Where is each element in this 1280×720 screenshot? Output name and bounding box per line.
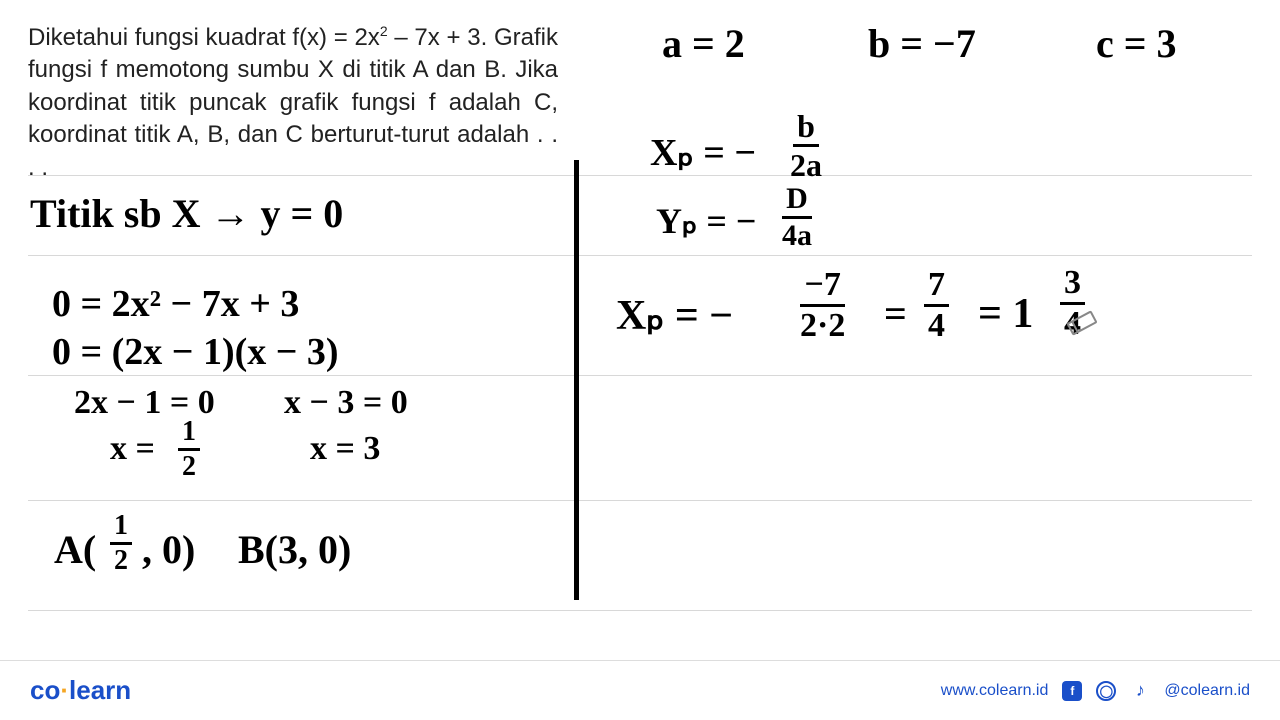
hw-x2: x = 3 [310, 430, 380, 468]
facebook-icon: f [1062, 681, 1082, 701]
hw-coef-a: a = 2 [662, 20, 745, 67]
instagram-icon: ◯ [1096, 681, 1116, 701]
brand-logo: co·learn [30, 675, 131, 706]
hw-yp-formula-frac: D4a [782, 184, 812, 251]
hw-xp-calc-frac2: 74 [924, 268, 949, 343]
hw-coef-c: c = 3 [1096, 20, 1177, 67]
footer-url: www.colearn.id [941, 682, 1049, 700]
hw-xp-calc-frac1: −72·2 [800, 268, 845, 343]
hw-xp-calc-pre: Xₚ = − [616, 290, 733, 340]
hw-title: Titik sb X → y = 0 [30, 190, 343, 237]
tiktok-icon: ♪ [1130, 681, 1150, 701]
hw-xp-calc-eq2: = 1 [978, 290, 1033, 338]
ruled-line [28, 175, 1252, 176]
hw-x1-frac: 12 [178, 418, 200, 481]
logo-pre: co [30, 675, 60, 705]
hw-xp-formula-pre: Xₚ = − [650, 130, 756, 175]
ruled-line [28, 255, 1252, 256]
ruled-line [28, 610, 1252, 611]
hw-xp-calc-eq1: = [884, 290, 907, 337]
hw-pointA-pre: A( [54, 526, 96, 573]
hw-x1-pre: x = [110, 430, 155, 468]
problem-statement: Diketahui fungsi kuadrat f(x) = 2x2 – 7x… [28, 22, 558, 184]
logo-dot: · [60, 675, 69, 705]
column-divider [574, 160, 579, 600]
footer-right: www.colearn.id f ◯ ♪ @colearn.id [941, 681, 1250, 701]
hw-coef-b: b = −7 [868, 20, 976, 67]
ruled-line [28, 500, 1252, 501]
hw-xp-formula-frac: b2a [790, 110, 822, 181]
footer-handle: @colearn.id [1164, 682, 1250, 700]
hw-yp-formula-pre: Yₚ = − [656, 200, 756, 242]
hw-sub2: x − 3 = 0 [284, 384, 408, 422]
hw-eq2: 0 = (2x − 1)(x − 3) [52, 330, 339, 374]
hw-pointA-post: , 0) [142, 526, 195, 573]
hw-eq1: 0 = 2x² − 7x + 3 [52, 282, 299, 326]
hw-pointB: B(3, 0) [238, 526, 351, 573]
hw-pointA-frac: 12 [110, 512, 132, 575]
footer: co·learn www.colearn.id f ◯ ♪ @colearn.i… [0, 660, 1280, 720]
ruled-line [28, 375, 1252, 376]
logo-post: learn [69, 675, 131, 705]
